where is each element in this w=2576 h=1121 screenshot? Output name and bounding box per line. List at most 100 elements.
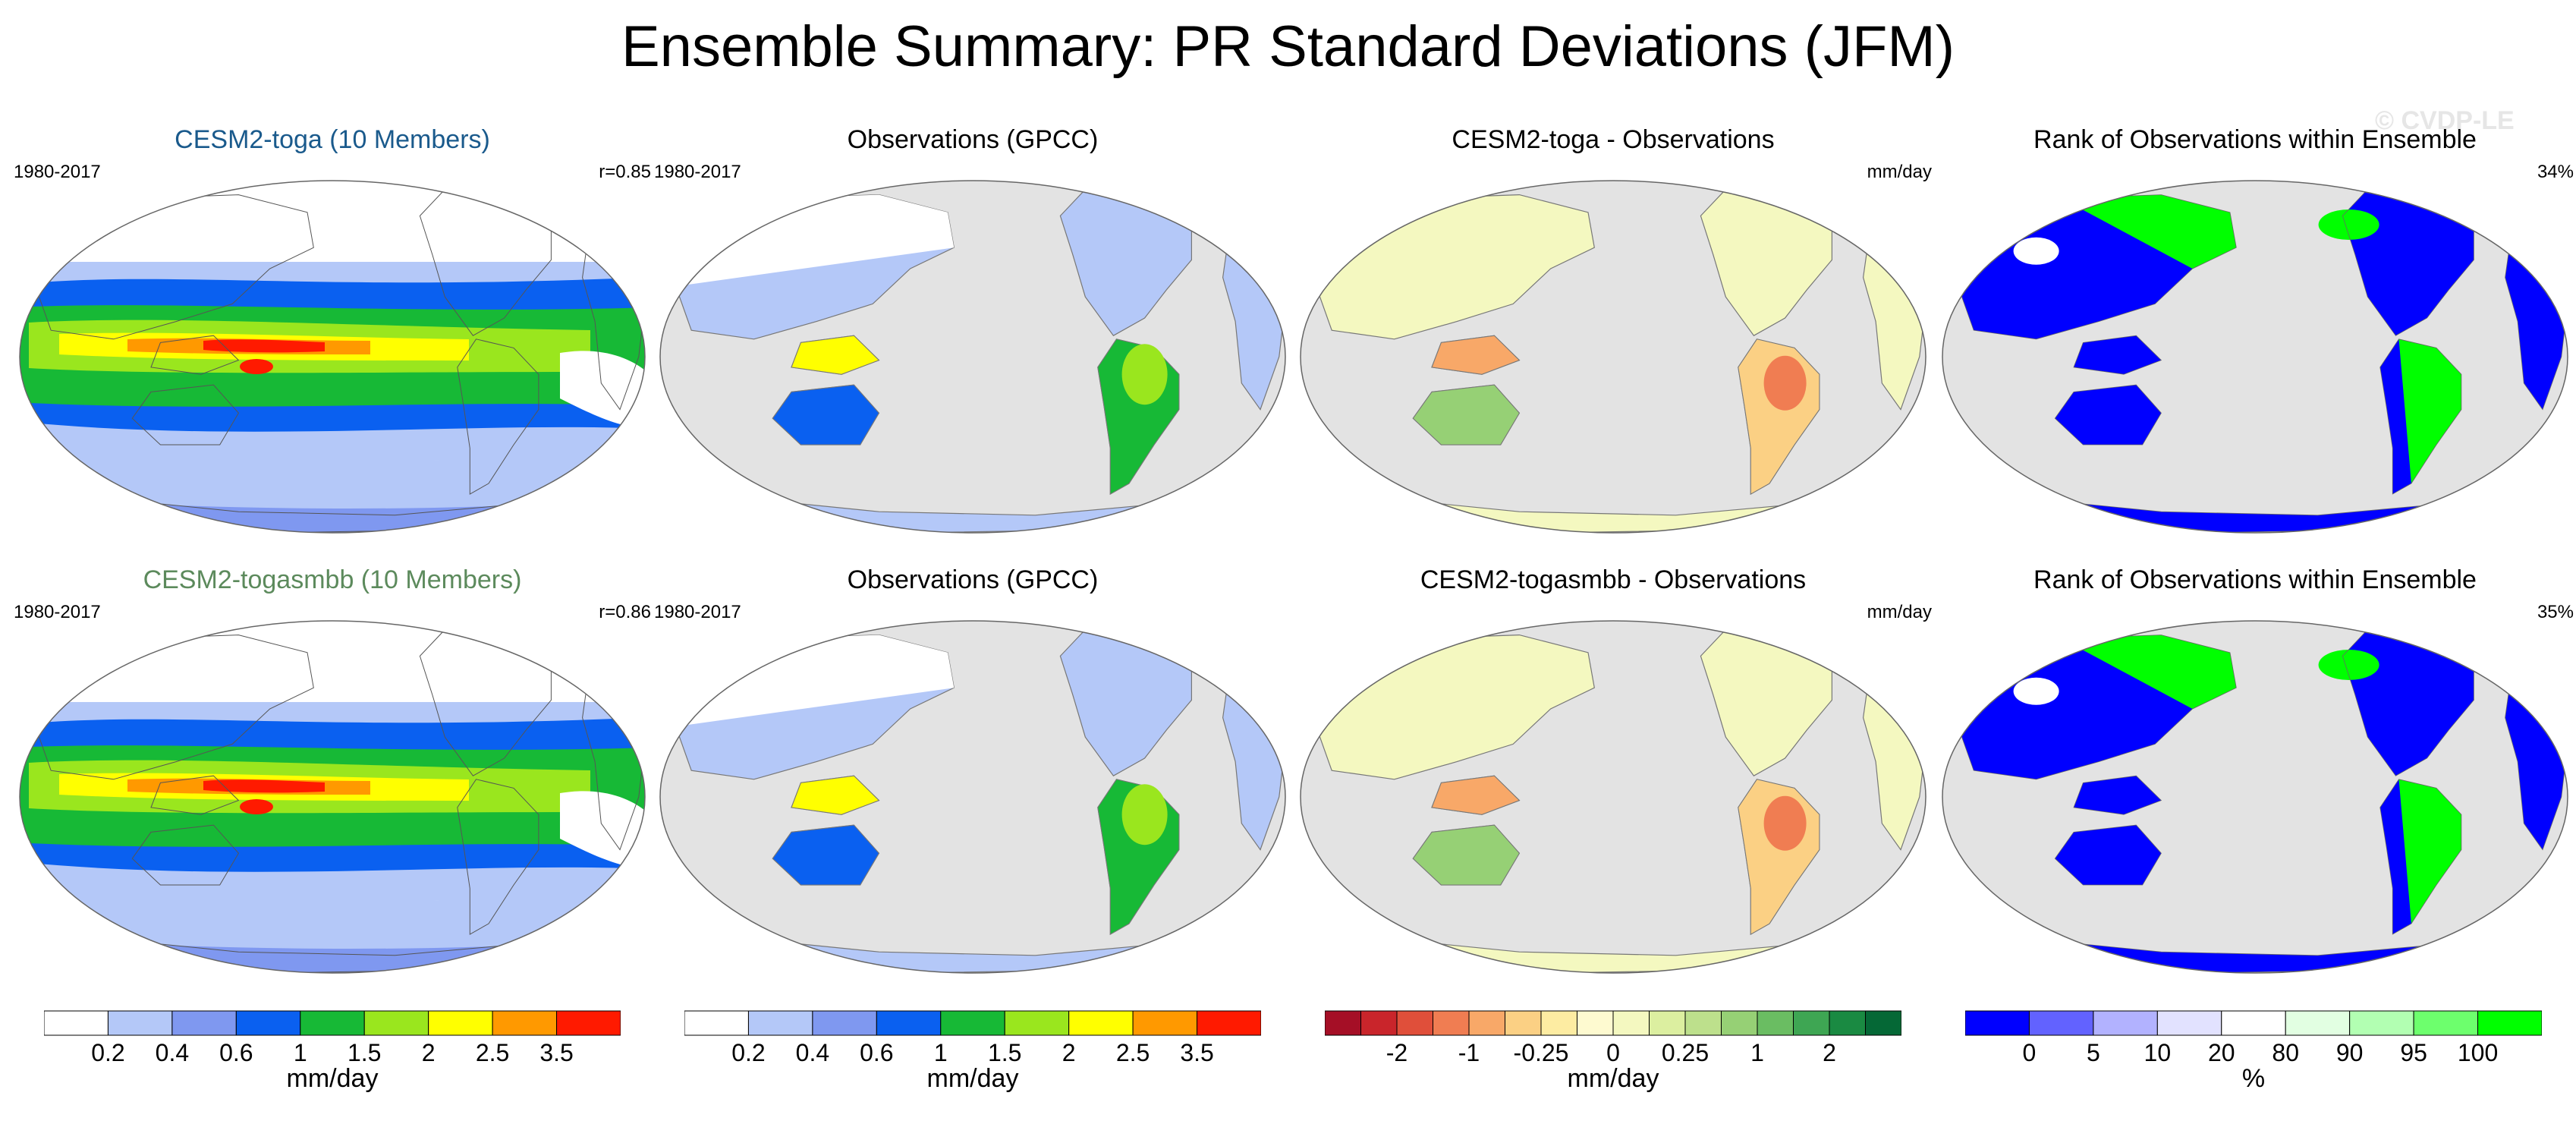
colorbar-swatch: [2349, 1010, 2414, 1036]
colorbar-tick-label: 95: [2400, 1039, 2427, 1064]
colorbar-tick-label: 0.6: [219, 1039, 253, 1064]
colorbar-swatch: [940, 1010, 1005, 1036]
colorbar-swatch: [812, 1010, 877, 1036]
colorbar-tick-label: 1.5: [988, 1039, 1021, 1064]
world-map: [659, 620, 1286, 974]
main-title: Ensemble Summary: PR Standard Deviations…: [621, 14, 1955, 79]
colorbar-swatch: [684, 1010, 749, 1036]
colorbar-tick-label: 1.5: [348, 1039, 381, 1064]
colorbar-swatch: [2093, 1010, 2158, 1036]
panel-period: 1980-2017: [654, 162, 741, 182]
colorbar-swatch: [363, 1010, 429, 1036]
panel-annotation: 35%: [2537, 602, 2574, 622]
colorbar-swatch: [1360, 1010, 1398, 1036]
colorbar-swatch: [300, 1010, 365, 1036]
colorbar-units: %: [2241, 1064, 2266, 1093]
map-panel-model: CESM2-togasmbb (10 Members) 1980-2017 r=0.…: [14, 565, 651, 975]
colorbar-tick-label: 0.6: [860, 1039, 893, 1064]
panel-title: Observations (GPCC): [847, 565, 1099, 594]
colorbar-tick-label: -1: [1458, 1039, 1480, 1064]
colorbar-units: mm/day: [1567, 1064, 1659, 1093]
colorbar-swatch: [1540, 1010, 1577, 1036]
colorbar-swatch: [876, 1010, 942, 1036]
colorbar-rank: 0 5 10 20 80 90 95 100%: [1965, 1009, 2542, 1101]
colorbar-tick-label: 2: [1062, 1039, 1076, 1064]
colorbar-tick-label: 0.2: [731, 1039, 765, 1064]
colorbar-swatch: [1793, 1010, 1830, 1036]
colorbar-swatch: [1132, 1010, 1198, 1036]
colorbar-tick-label: -0.25: [1514, 1039, 1569, 1064]
colorbar-tick-label: 3.5: [539, 1039, 573, 1064]
colorbar-tick-label: 2: [422, 1039, 436, 1064]
world-map: [1942, 180, 2568, 534]
colorbar-swatch: [1505, 1010, 1542, 1036]
colorbar-tick-label: 80: [2272, 1039, 2299, 1064]
colorbar-tick-label: 3.5: [1180, 1039, 1213, 1064]
colorbar-swatches: -2 -1 -0.25 0 0.25 1 2: [1325, 1010, 1901, 1064]
colorbar-swatch: [171, 1010, 237, 1036]
colorbar-swatches: 0.2 0.4 0.6 1 1.5 2 2.5 3.5: [684, 1010, 1261, 1064]
colorbar-swatch: [1577, 1010, 1614, 1036]
colorbar-tick-label: 20: [2208, 1039, 2235, 1064]
colorbar-tick-label: 2.5: [476, 1039, 509, 1064]
colorbar-swatch: [1757, 1010, 1794, 1036]
world-map: [1300, 620, 1926, 974]
panel-annotation: r=0.85: [599, 162, 651, 182]
panel-title: CESM2-toga (10 Members): [175, 125, 490, 154]
colorbar-swatch: [1721, 1010, 1758, 1036]
world-map: [19, 180, 646, 534]
colorbar-swatch: [2221, 1010, 2286, 1036]
colorbar-tick-label: 0.2: [91, 1039, 124, 1064]
colorbar-tick-label: -2: [1386, 1039, 1408, 1064]
colorbar-swatch: [2477, 1010, 2542, 1036]
colorbar-tick-label: 1: [1750, 1039, 1764, 1064]
colorbar-swatches: 0 5 10 20 80 90 95 100: [1965, 1010, 2542, 1064]
colorbar-swatch: [1468, 1010, 1505, 1036]
panel-title: Rank of Observations within Ensemble: [2033, 565, 2477, 594]
panel-title: Observations (GPCC): [847, 125, 1099, 154]
panel-annotation: 34%: [2537, 162, 2574, 182]
colorbar-tick-label: 0: [1606, 1039, 1620, 1064]
map-panel-rank: Rank of Observations within Ensemble 35%: [1936, 565, 2574, 975]
colorbar-swatch: [1325, 1010, 1361, 1036]
colorbar-swatch: [2285, 1010, 2351, 1036]
map-panel-diff: CESM2-togasmbb - Observations mm/day: [1294, 565, 1932, 975]
map-panel-model: CESM2-toga (10 Members) 1980-2017 r=0.85: [14, 125, 651, 535]
colorbar-swatch: [556, 1010, 621, 1036]
world-map: [659, 180, 1286, 534]
colorbar-swatch: [2156, 1010, 2222, 1036]
colorbar-units: mm/day: [286, 1064, 379, 1093]
colorbar-swatch: [1965, 1010, 2030, 1036]
world-map: [1942, 620, 2568, 974]
colorbar-swatches: 0.2 0.4 0.6 1 1.5 2 2.5 3.5: [44, 1010, 621, 1064]
colorbar-swatch: [107, 1010, 173, 1036]
colorbar-precip-stddev: 0.2 0.4 0.6 1 1.5 2 2.5 3.5 mm/day: [44, 1009, 621, 1101]
panel-annotation: mm/day: [1867, 602, 1932, 622]
panel-title: CESM2-togasmbb - Observations: [1420, 565, 1807, 594]
colorbar-tick-label: 5: [2087, 1039, 2100, 1064]
colorbar-precip-stddev: 0.2 0.4 0.6 1 1.5 2 2.5 3.5 mm/day: [684, 1009, 1261, 1101]
colorbar-tick-label: 10: [2144, 1039, 2172, 1064]
colorbar-swatch: [2413, 1010, 2479, 1036]
colorbar-swatch: [1068, 1010, 1134, 1036]
panel-title: CESM2-togasmbb (10 Members): [143, 565, 522, 594]
colorbar-tick-label: 2.5: [1116, 1039, 1150, 1064]
colorbar-swatch: [1684, 1010, 1722, 1036]
colorbar-tick-label: 1: [934, 1039, 948, 1064]
colorbar-swatch: [1865, 1010, 1901, 1036]
watermark: © CVDP-LE: [2375, 106, 2515, 135]
colorbar-swatch: [1396, 1010, 1433, 1036]
colorbar-swatch: [2028, 1010, 2094, 1036]
panel-title: Rank of Observations within Ensemble: [2033, 125, 2477, 154]
colorbar-swatch: [1829, 1010, 1866, 1036]
panel-period: 1980-2017: [14, 602, 101, 622]
colorbar-swatch: [1649, 1010, 1686, 1036]
colorbar-swatch: [747, 1010, 813, 1036]
colorbar-tick-label: 0.25: [1662, 1039, 1709, 1064]
colorbar-units: mm/day: [926, 1064, 1019, 1093]
colorbar-tick-label: 0.4: [796, 1039, 829, 1064]
map-panel-rank: Rank of Observations within Ensemble 34%: [1936, 125, 2574, 535]
panel-annotation: mm/day: [1867, 162, 1932, 182]
colorbar-swatch: [235, 1010, 301, 1036]
panel-period: 1980-2017: [14, 162, 101, 182]
